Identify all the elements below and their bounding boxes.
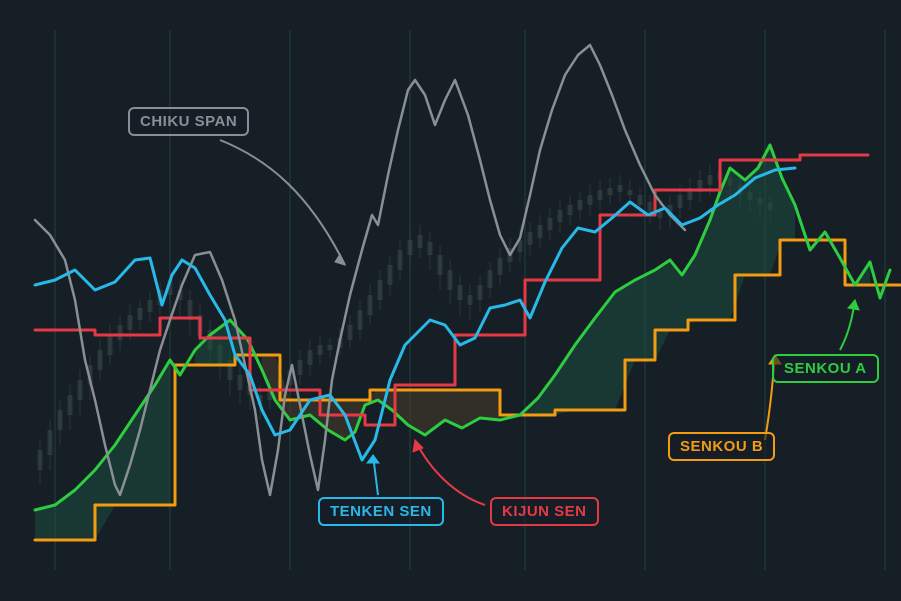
label-senkou_b: SENKOU B: [668, 432, 775, 461]
label-chikou: CHIKU SPAN: [128, 107, 249, 136]
label-senkou_a: SENKOU A: [772, 354, 879, 383]
chart-canvas: [0, 0, 901, 601]
ichimoku-chart: CHIKU SPAN TENKEN SEN KIJUN SEN SENKOU B SEN…: [0, 0, 901, 601]
label-kijun: KIJUN SEN: [490, 497, 599, 526]
label-tenkan: TENKEN SEN: [318, 497, 444, 526]
